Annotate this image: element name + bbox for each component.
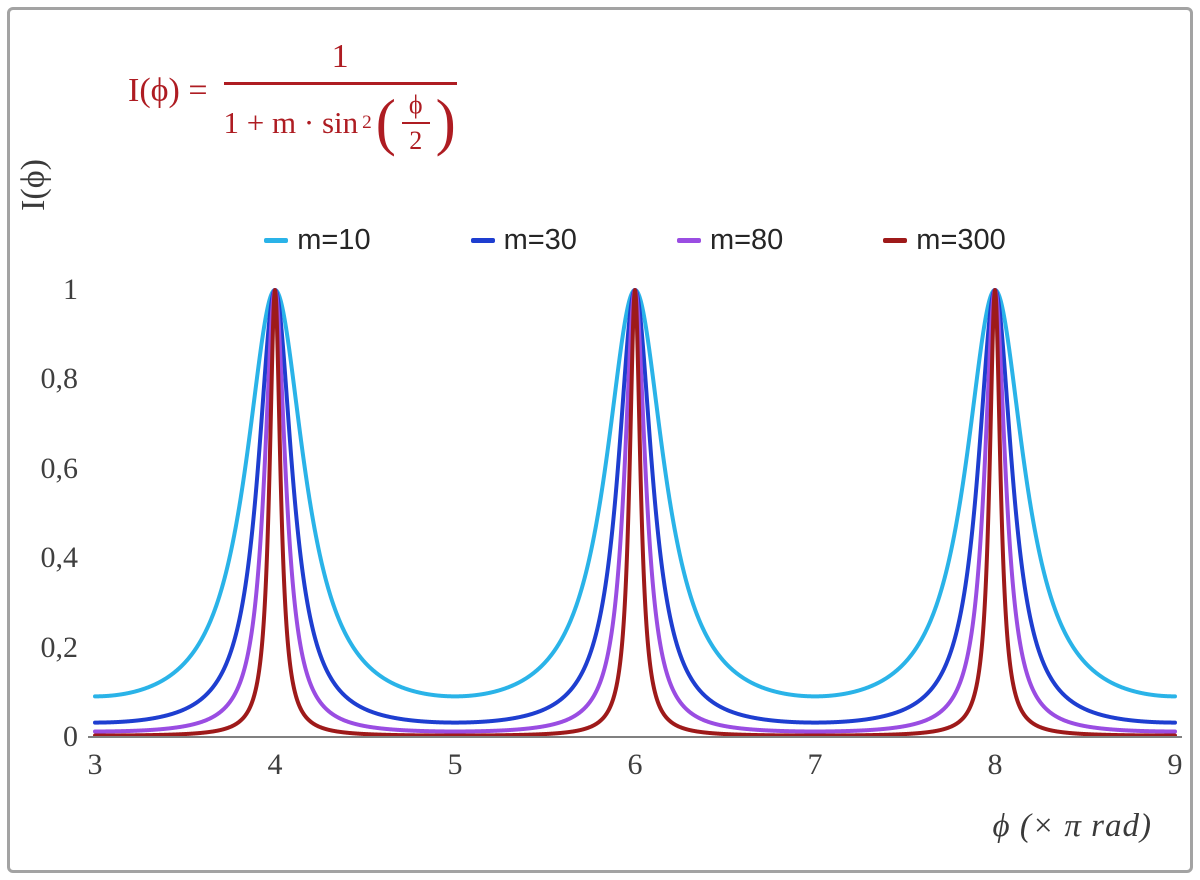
legend-item-m10: m=10 [264,224,371,257]
legend-label-m80: m=80 [709,224,784,256]
legend-item-m30: m=30 [470,224,577,257]
x-tick-labels: 3 4 5 6 7 8 9 [88,748,1183,788]
legend: m=10 m=30 m=80 m=300 [95,224,1175,257]
formula-denominator: 1 + m · sin 2 ( ϕ 2 ) [224,85,457,156]
legend-label-m30: m=30 [503,224,577,256]
open-paren: ( [375,87,396,158]
formula-annotation: I(ϕ) = 1 1 + m · sin 2 ( ϕ 2 ) [128,38,457,156]
chart-frame [7,7,1193,873]
legend-label-m300: m=300 [916,224,1006,256]
x-axis-line [88,736,1182,738]
x-tick-label: 6 [627,748,643,781]
legend-swatch-m300 [883,238,908,243]
legend-item-m80: m=80 [676,224,784,257]
formula-numerator: 1 [223,38,457,85]
legend-swatch-m80 [676,238,701,243]
curve-m-80 [93,288,1177,734]
x-tick-label: 9 [1167,748,1183,781]
formula-inner-fraction: ϕ 2 [401,90,430,156]
x-tick-label: 4 [267,748,283,781]
formula-exponent: 2 [362,112,372,133]
curve-m-30 [93,288,1177,725]
x-tick-label: 5 [447,748,463,781]
x-tick-label: 3 [87,748,103,781]
inner-numerator: ϕ [401,90,430,124]
plot-svg [93,288,1177,738]
x-tick-label: 7 [807,748,823,781]
y-tick-label: 0,2 [40,630,79,664]
y-tick-label: 0,4 [40,541,79,575]
y-tick-label: 1 [63,273,78,306]
y-tick-label: 0,6 [40,451,79,485]
x-axis-title: ϕ (× π rad) [992,808,1152,844]
formula-denominator-text: 1 + m · sin [223,105,359,140]
curve-m-300 [93,288,1177,738]
legend-label-m10: m=10 [297,224,371,256]
close-paren: ) [435,87,456,158]
y-tick-label: 0,8 [40,362,79,396]
formula-fraction: 1 1 + m · sin 2 ( ϕ 2 ) [223,38,457,156]
y-tick-labels: 0 0,2 0,4 0,6 0,8 1 [8,273,79,753]
inner-denominator: 2 [409,126,423,155]
legend-item-m300: m=300 [883,224,1006,257]
x-tick-label: 8 [987,748,1003,781]
legend-swatch-m10 [264,238,289,243]
y-axis-title: I(ϕ) [15,159,52,211]
legend-swatch-m30 [470,238,495,243]
plot-area [93,288,1177,738]
formula-lhs: I(ϕ) = [128,72,208,109]
y-tick-label: 0 [63,720,78,753]
